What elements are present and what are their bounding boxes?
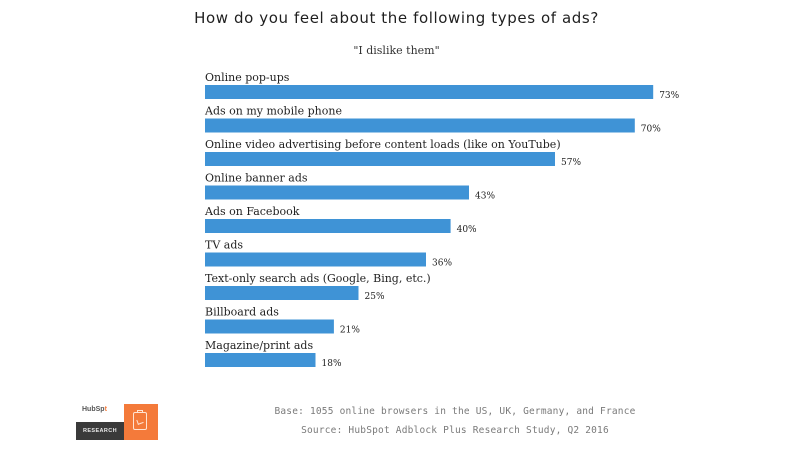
- bar: [205, 319, 334, 334]
- logo-research-label: RESEARCH: [76, 422, 124, 440]
- chart-subtitle: "I dislike them": [353, 44, 440, 57]
- bar: [205, 118, 635, 133]
- category-label: Billboard ads: [205, 306, 279, 319]
- bar: [205, 152, 555, 166]
- logo-brand-accent: t: [104, 406, 107, 413]
- category-label: TV ads: [205, 239, 243, 252]
- category-label: Online video advertising before content …: [205, 138, 561, 151]
- bar: [205, 219, 451, 233]
- bar-value-label: 36%: [432, 259, 452, 269]
- bar: [205, 286, 359, 300]
- category-label: Ads on my mobile phone: [204, 105, 342, 118]
- logo-brand-part1: HubSp: [82, 406, 105, 413]
- bar-value-label: 25%: [365, 292, 385, 302]
- category-label: Ads on Facebook: [204, 205, 300, 218]
- hubspot-research-logo: HubSpt RESEARCH: [76, 404, 158, 440]
- category-label: Text-only search ads (Google, Bing, etc.…: [205, 272, 431, 285]
- category-label: Online pop-ups: [205, 71, 290, 84]
- bar-value-label: 40%: [457, 225, 477, 235]
- chart-title: How do you feel about the following type…: [194, 9, 599, 27]
- bar-value-label: 21%: [340, 326, 360, 336]
- category-label: Online banner ads: [205, 172, 308, 185]
- category-label: Magazine/print ads: [205, 339, 313, 352]
- bar-value-label: 70%: [641, 125, 661, 135]
- bar-value-label: 57%: [561, 158, 581, 168]
- bar-value-label: 18%: [322, 359, 342, 369]
- bar: [205, 252, 426, 267]
- bar-chart: Online pop-ups 73% Ads on my mobile phone 7…: [204, 71, 680, 369]
- bar-value-label: 43%: [475, 192, 495, 202]
- bar: [205, 185, 469, 200]
- bar-value-label: 73%: [659, 91, 679, 101]
- logo-badge: [124, 404, 158, 440]
- bar: [205, 353, 316, 367]
- clipboard-check-icon: [133, 410, 147, 430]
- bar: [205, 85, 654, 99]
- footer-base-note: Base: 1055 online browsers in the US, UK…: [274, 406, 636, 417]
- footer-source-note: Source: HubSpot Adblock Plus Research St…: [301, 425, 609, 436]
- logo-brand-text: HubSpt: [82, 406, 107, 413]
